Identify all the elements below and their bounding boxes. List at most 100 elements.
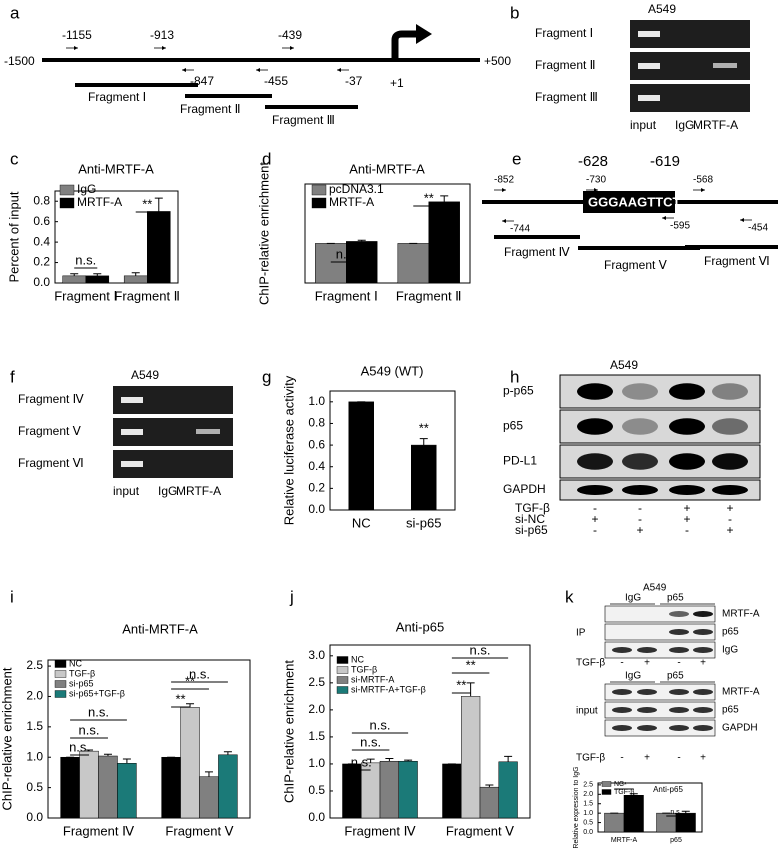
row-label: p-p65 [503,384,534,398]
lane-label: IgG [675,118,694,132]
condition-label: TGF-β [515,501,550,515]
y-tick-label: 2.5 [26,658,43,672]
legend-label: NC [69,658,82,668]
significance: n.s. [88,704,109,719]
blot [604,719,716,737]
error-bar [366,758,375,763]
condition-label: TGF-β [576,753,605,764]
row-label: MRTF-A [722,687,760,698]
band [637,707,657,713]
row-label: GAPDH [503,482,546,496]
panel-letter: c [10,149,19,168]
bar [379,760,399,819]
significance: n.s. [670,809,681,816]
significance: ** [621,782,627,789]
band [622,383,658,400]
sign: + [683,501,690,515]
row-label: p65 [722,627,739,638]
row-label: Fragment Ⅰ [535,26,593,40]
row-label: MRTF-A [722,609,760,620]
bar [180,707,200,819]
y-tick-label: 2.0 [583,791,593,798]
significance: n.s. [351,754,372,769]
panel-letter: k [565,587,574,606]
y-axis-label: Percent of input [6,191,21,282]
row-label: GAPDH [722,723,758,734]
y-tick-label: 0.4 [308,459,325,473]
bar [98,755,118,819]
chart-title: Anti-MRTF-A [349,161,425,176]
error-bar [154,197,163,212]
motif: GGGAAGTTCT [588,194,680,209]
arrow-head [290,46,294,50]
band [712,383,748,400]
significance: ** [176,691,186,706]
bar [398,760,418,819]
position: -37 [345,74,363,88]
significance: ** [424,190,434,205]
band [622,418,658,435]
error-bar [404,759,413,762]
sign: - [677,753,680,764]
band [669,418,705,435]
panel-letter: a [10,3,20,22]
band [637,689,657,695]
chart-title: Anti-p65 [653,785,683,794]
significance: n.s. [75,252,96,267]
block-label: input [576,706,598,717]
band [712,453,748,470]
band [577,418,613,435]
band [693,611,713,617]
significance: n.s. [336,246,357,261]
plot-frame [304,183,471,284]
sign: + [636,523,643,537]
bar [604,812,625,833]
arrow-head [701,188,705,192]
bar [218,754,238,819]
legend-swatch [54,660,67,668]
lane-label: MRTF-A [693,118,738,132]
legend-swatch [601,781,612,787]
condition-label: TGF-β [576,658,605,669]
chart-title: Anti-MRTF-A [122,621,198,636]
y-tick-label: 0.6 [308,437,325,451]
significance: n.s. [69,739,90,754]
error-bar [419,438,428,446]
bar [498,761,518,819]
error-bar [504,755,513,762]
band [121,429,143,435]
bar [479,786,499,819]
legend-label: si-MRTF-A [351,674,394,684]
blot [604,683,716,701]
panel-letter: f [10,367,15,386]
band [612,707,632,713]
band [693,689,713,695]
position: -595 [670,221,690,232]
panel-letter: g [262,367,271,386]
panel-letter: j [289,587,294,606]
sign: - [593,501,597,515]
sign: + [644,658,650,669]
blot [604,641,716,659]
bar [199,776,219,819]
band [637,725,657,731]
condition-label: si-NC [515,512,545,526]
bar [342,763,362,819]
position: -913 [150,28,174,42]
legend-label: MRTF-A [329,195,374,209]
y-tick-label: 1.5 [308,729,325,743]
significance: ** [466,657,476,672]
band [669,629,689,635]
y-tick-label: 0.0 [583,829,593,836]
y-tick-label: 1.0 [308,756,325,770]
bar [117,763,137,819]
y-axis-label: Relative expression to IgG [573,766,580,848]
position: -730 [586,175,606,186]
legend-swatch [336,686,349,694]
chart-title: Anti-p65 [396,619,444,634]
bar [123,275,148,284]
panel-letter: h [510,367,519,386]
row-label: Fragment Ⅲ [535,90,598,104]
bar [461,696,481,819]
lane-label: MRTF-A [176,484,221,498]
